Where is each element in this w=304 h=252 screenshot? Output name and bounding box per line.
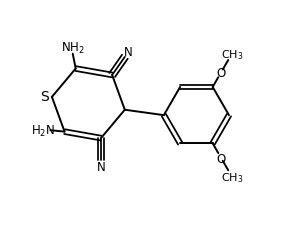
Text: N: N <box>124 46 133 59</box>
Text: O: O <box>217 66 226 79</box>
Text: CH$_3$: CH$_3$ <box>221 48 243 61</box>
Text: H$_2$N: H$_2$N <box>31 123 55 138</box>
Text: N: N <box>97 161 105 174</box>
Text: S: S <box>40 89 49 103</box>
Text: NH$_2$: NH$_2$ <box>61 41 85 55</box>
Text: CH$_3$: CH$_3$ <box>221 170 243 184</box>
Text: O: O <box>217 152 226 165</box>
